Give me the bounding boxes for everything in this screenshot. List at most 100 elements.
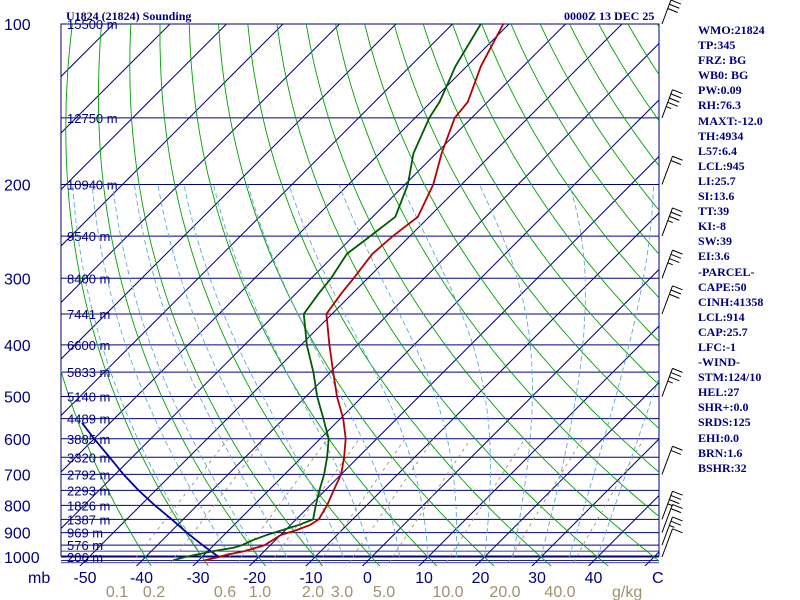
temperature-unit-label: C (652, 570, 664, 587)
dewpoint-trace (172, 24, 482, 562)
sounding-index-item: TH:4934 (698, 128, 744, 143)
temperature-tick-label: -30 (186, 570, 209, 587)
moist-adiabat-line (247, 184, 401, 558)
dry-adiabat-line (159, 24, 381, 566)
wind-barb (661, 490, 683, 520)
height-label: 15500 m (67, 17, 118, 32)
moist-adiabat-line (133, 184, 288, 558)
isotherm-line (361, 268, 659, 566)
wind-barb (661, 528, 683, 558)
dry-adiabat-line (305, 24, 659, 562)
dry-adiabat-line (188, 24, 438, 566)
sounding-index-item: STM:124/10 (698, 370, 762, 385)
sounding-index-item: CINH:41358 (698, 294, 764, 309)
mixing-ratio-tick-label: 10.0 (432, 584, 463, 600)
mixing-ratio-line (267, 438, 360, 566)
sounding-index-item: CAP:25.7 (698, 324, 748, 339)
sounding-index-item: SHR+:0.0 (698, 400, 749, 415)
sounding-index-item: TP:345 (698, 38, 736, 53)
sounding-index-item: SW:39 (698, 234, 733, 249)
sounding-index-item: RH:76.3 (698, 98, 741, 113)
mixing-ratio-tick-label: 40.0 (544, 584, 575, 600)
mixing-ratio-line (167, 438, 266, 566)
pressure-tick-label: 800 (4, 498, 31, 515)
sounding-index-item: TT:39 (698, 204, 730, 219)
temperature-tick-label: 20 (472, 570, 490, 587)
mixing-ratio-unit-label: g/kg (612, 584, 642, 600)
dry-adiabat-line (481, 24, 659, 299)
isotherm-line (0, 12, 12, 568)
height-label: 969 m (67, 526, 103, 541)
isotherm-line (135, 42, 659, 566)
sounding-index-item: SI:13.6 (698, 189, 735, 204)
mixing-ratio-tick-label: 3.0 (331, 584, 353, 600)
moist-adiabat-line (400, 184, 491, 558)
temperature-tick-label: -20 (243, 570, 266, 587)
isotherm-line (61, 24, 341, 304)
height-label: 1826 m (67, 498, 110, 513)
mixing-ratio-tick-label: 0.1 (106, 584, 128, 600)
sounding-index-item: BRN:1.6 (698, 445, 743, 460)
wind-barb (661, 503, 683, 533)
temperature-tick-label: 30 (528, 570, 546, 587)
parcel-trace (81, 422, 220, 558)
wind-barb (661, 285, 683, 315)
height-label: 576 m (67, 538, 103, 553)
temperature-tick-label: 40 (585, 570, 603, 587)
wind-barb (661, 0, 683, 25)
wind-barb (661, 249, 683, 279)
sounding-index-item: MAXT:-12.0 (698, 113, 763, 128)
wind-barb (661, 516, 683, 546)
pressure-tick-label: 400 (4, 338, 31, 355)
moist-adiabat-line (478, 184, 533, 558)
pressure-tick-label: 200 (4, 177, 31, 194)
isotherm-line (61, 24, 567, 530)
pressure-tick-label: 1000 (4, 550, 40, 567)
height-label: 6600 m (67, 338, 110, 353)
height-label: 3885 m (67, 432, 110, 447)
mixing-ratio-line (570, 438, 645, 566)
sounding-index-item: LCL:914 (698, 309, 745, 324)
mixing-ratio-line (505, 438, 584, 566)
moist-adiabat-line (183, 184, 344, 558)
sounding-index-item: BSHR:32 (698, 460, 747, 475)
moist-adiabat-line (568, 184, 654, 558)
moist-adiabat-line (540, 184, 586, 558)
height-label: 5833 m (67, 365, 110, 380)
temperature-tick-label: -10 (299, 570, 322, 587)
dry-adiabat-line (364, 24, 659, 473)
isotherm-line (79, 24, 623, 566)
sounding-index-item: -WIND- (698, 355, 740, 370)
height-label: 3320 m (67, 450, 110, 465)
wind-barb (661, 367, 683, 397)
height-label: 1387 m (67, 512, 110, 527)
sounding-index-item: -PARCEL- (698, 264, 755, 279)
mixing-ratio-tick-label: 0.6 (214, 584, 236, 600)
dry-adiabat-line (422, 24, 659, 386)
mixing-ratio-tick-label: 20.0 (489, 584, 520, 600)
sounding-index-item: WMO:21824 (698, 23, 765, 37)
sounding-index-item: SRDS:125 (698, 415, 751, 430)
isotherm-line (61, 24, 454, 417)
sounding-index-item: PW:0.09 (698, 83, 742, 98)
sounding-index-item: KI:-8 (698, 219, 726, 234)
sounding-index-item: HEL:27 (698, 385, 740, 400)
sounding-index-item: EI:3.6 (698, 249, 730, 264)
height-label: 206 m (67, 550, 103, 565)
mixing-ratio-tick-label: 1.0 (249, 584, 271, 600)
isotherm-line (61, 24, 284, 247)
dry-adiabat-line (510, 24, 659, 255)
height-label: 7441 m (67, 307, 110, 322)
height-label: 2293 m (67, 483, 110, 498)
temperature-tick-label: -50 (73, 570, 96, 587)
moist-adiabat-line (597, 376, 659, 558)
isotherm-line (0, 12, 69, 568)
mixing-ratio-line (129, 438, 229, 566)
plot-border (60, 23, 660, 557)
pressure-unit-label: mb (28, 570, 50, 587)
isotherm-line (305, 212, 659, 566)
wind-barb (661, 207, 683, 237)
sounding-index-item: LFC:-1 (698, 339, 736, 354)
mixing-ratio-tick-label: 2.0 (302, 584, 324, 600)
